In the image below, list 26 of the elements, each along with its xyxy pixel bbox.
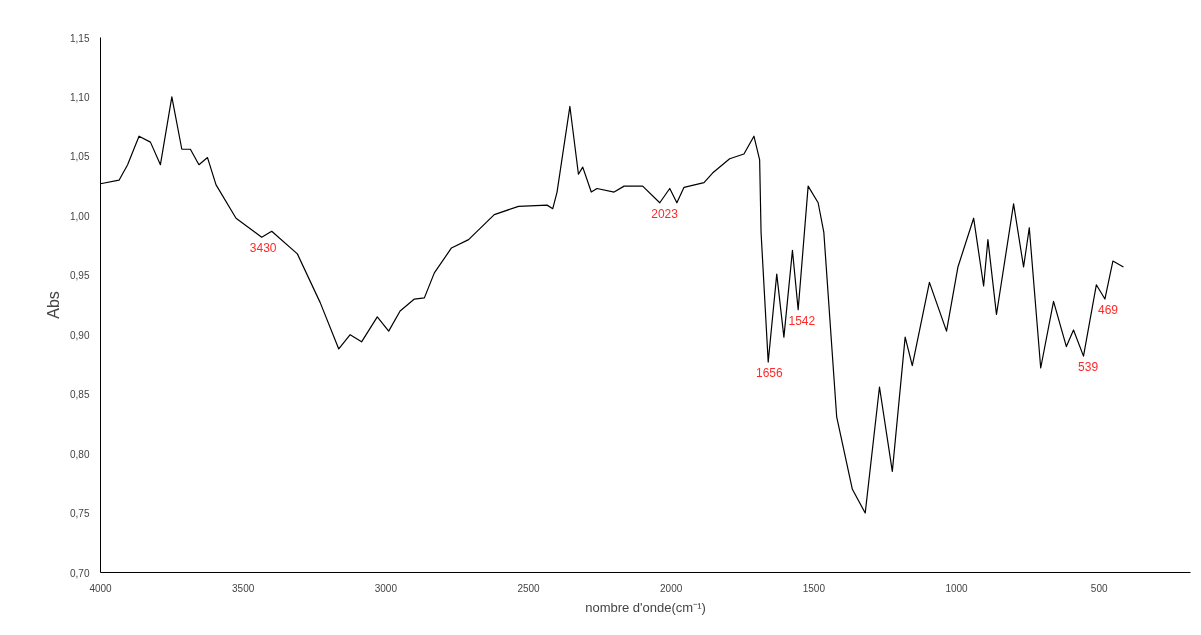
x-tick-label: 1500 xyxy=(802,582,826,594)
y-tick-label: 0,95 xyxy=(70,270,90,282)
y-tick-label: 0,70 xyxy=(70,567,90,579)
y-axis-title: Abs xyxy=(45,291,63,319)
x-tick-label: 4000 xyxy=(89,582,113,594)
annotation: 1656 xyxy=(755,366,784,381)
annotation: 1542 xyxy=(788,313,816,328)
annotation: 539 xyxy=(1078,360,1099,375)
x-tick-label: 3500 xyxy=(232,582,255,594)
y-tick-label: 0,80 xyxy=(70,448,90,460)
annotation: 469 xyxy=(1098,303,1119,318)
annotation: 2023 xyxy=(651,206,679,221)
y-tick-label: 0,85 xyxy=(70,389,90,401)
x-tick-label: 1000 xyxy=(945,582,969,594)
annotation: 3430 xyxy=(249,241,277,256)
y-tick-label: 1,15 xyxy=(70,32,90,44)
y-tick-label: 1,10 xyxy=(70,91,90,103)
y-tick-label: 1,05 xyxy=(70,151,90,163)
y-tick-label: 0,75 xyxy=(70,508,90,520)
x-tick-label: 2000 xyxy=(660,582,683,594)
x-tick-label: 500 xyxy=(1090,582,1108,594)
x-tick-label: 3000 xyxy=(374,582,398,594)
x-axis-title: nombre d'onde(cm⁻¹) xyxy=(585,599,706,615)
y-tick-label: 0,90 xyxy=(70,329,90,341)
x-tick-label: 2500 xyxy=(517,582,541,594)
y-tick-label: 1,00 xyxy=(70,210,90,222)
